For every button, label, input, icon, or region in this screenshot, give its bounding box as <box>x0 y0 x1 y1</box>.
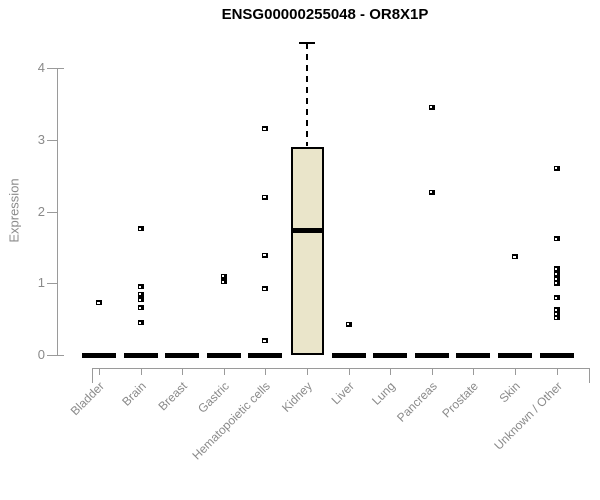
x-axis-end-stub <box>92 368 93 383</box>
outlier-point <box>553 271 560 277</box>
y-axis-line <box>57 68 58 355</box>
y-axis-tick <box>47 139 57 141</box>
zero-median-bar <box>165 352 200 358</box>
y-tick-label: 1 <box>37 275 45 291</box>
zero-median-bar <box>456 352 491 358</box>
outlier-point <box>220 273 227 279</box>
outlier-point <box>428 189 435 195</box>
outlier-point <box>220 279 227 285</box>
y-tick-label: 3 <box>37 131 45 147</box>
zero-median-bar <box>539 352 574 358</box>
zero-median-bar <box>248 352 283 358</box>
outlier-point <box>137 226 144 232</box>
x-axis-tick <box>473 368 475 375</box>
zero-median-bar <box>414 352 449 358</box>
median-line <box>290 227 324 233</box>
outlier-point <box>345 321 352 327</box>
iqr-box <box>290 147 324 355</box>
chart-title: ENSG00000255048 - OR8X1P <box>221 6 429 23</box>
outlier-point <box>137 305 144 311</box>
outlier-point <box>553 165 560 171</box>
outlier-point <box>553 276 560 282</box>
zero-median-bar <box>373 352 408 358</box>
outlier-point <box>553 307 560 313</box>
y-axis-tick <box>47 68 57 69</box>
x-axis-tick <box>515 368 516 375</box>
x-axis-tick <box>556 368 558 375</box>
zero-median-bar <box>123 352 158 358</box>
y-tick-label: 0 <box>37 347 45 362</box>
y-tick-label: 2 <box>37 203 45 219</box>
outlier-point <box>262 338 269 344</box>
x-axis-tick <box>390 368 392 375</box>
outlier-point <box>262 286 269 292</box>
outlier-point <box>553 236 560 242</box>
zero-median-bar <box>331 352 366 358</box>
outlier-point <box>262 126 269 132</box>
x-axis-tick <box>182 368 184 375</box>
outlier-point <box>137 291 144 297</box>
outlier-point <box>512 254 518 260</box>
outlier-point <box>262 194 269 200</box>
zero-median-bar <box>206 352 241 358</box>
outlier-point <box>553 315 560 321</box>
y-axis-tick <box>47 355 57 356</box>
y-axis-end-cap <box>57 355 64 356</box>
outlier-point <box>553 295 560 301</box>
y-axis-end-cap <box>57 68 64 69</box>
outlier-point <box>553 311 560 317</box>
x-axis-tick <box>431 368 433 375</box>
x-axis-tick <box>265 368 267 375</box>
outlier-point <box>137 284 144 290</box>
outlier-point <box>428 104 435 110</box>
x-axis-end-stub <box>589 368 590 383</box>
x-axis-tick <box>348 368 350 375</box>
zero-median-bar <box>82 352 116 358</box>
outlier-point <box>553 266 560 272</box>
outlier-point <box>262 252 269 258</box>
outlier-point <box>137 297 144 303</box>
upper-whisker <box>306 42 308 147</box>
y-axis-tick <box>47 283 57 285</box>
x-axis-tick <box>307 368 308 375</box>
whisker-cap <box>299 41 315 44</box>
outlier-point <box>553 280 560 286</box>
x-axis-tick <box>223 368 225 375</box>
zero-median-bar <box>498 352 532 358</box>
x-axis-tick <box>99 368 100 375</box>
y-tick-label: 4 <box>37 60 45 75</box>
y-axis-tick <box>47 211 57 213</box>
x-axis-line <box>92 368 590 369</box>
outlier-point <box>96 300 102 306</box>
outlier-point <box>137 320 144 326</box>
x-axis-tick <box>140 368 142 375</box>
